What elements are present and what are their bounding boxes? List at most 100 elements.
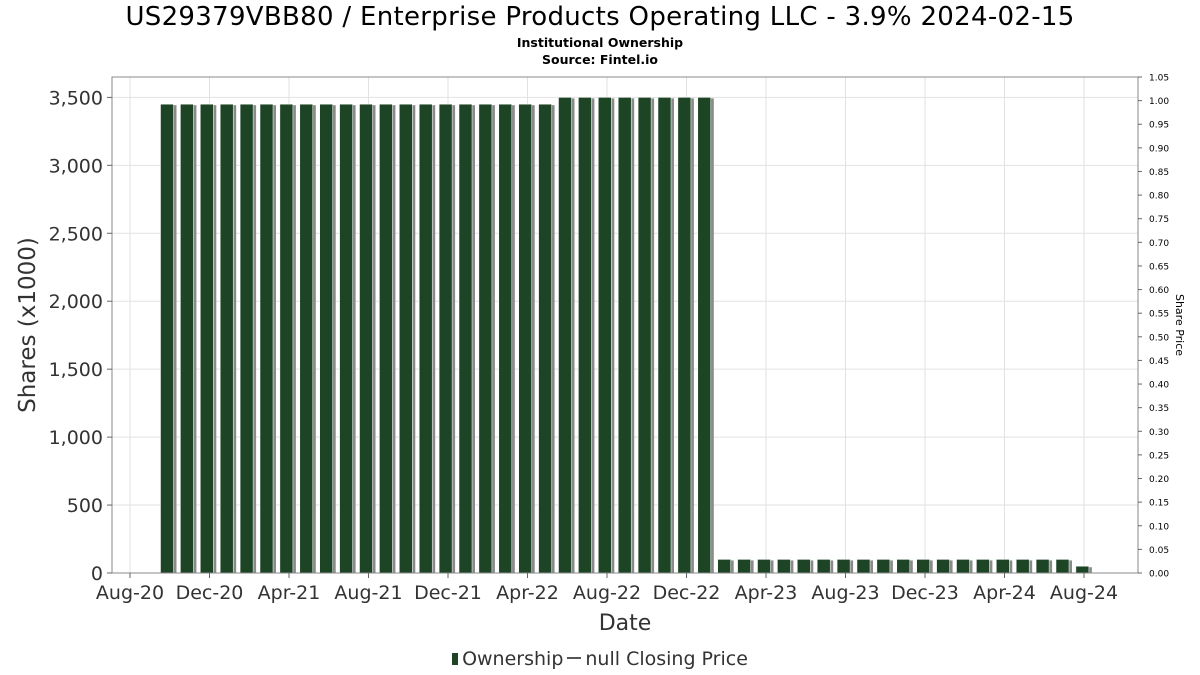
ownership-bar: [856, 559, 871, 574]
ownership-bar: [259, 103, 274, 574]
y-tick-label: 500: [67, 495, 103, 517]
price-legend-line: [567, 657, 582, 659]
chart-title: US29379VBB80 / Enterprise Products Opera…: [125, 2, 1075, 32]
y-tick-label: 1,000: [49, 427, 103, 449]
y2-tick-label: 0.60: [1149, 286, 1169, 296]
plot-frame: [111, 76, 1139, 574]
ownership-bar: [677, 97, 692, 574]
y2-tick-label: 0.85: [1149, 168, 1169, 178]
ownership-bar: [438, 103, 453, 574]
y2-tick-label: 0.05: [1149, 546, 1169, 556]
ownership-bar: [697, 97, 712, 574]
ownership-bar: [478, 103, 493, 574]
y2-tick-label: 0.95: [1149, 121, 1169, 131]
y2-tick-label: 0.00: [1149, 570, 1169, 580]
ownership-bar: [1035, 559, 1050, 574]
ownership-bar: [578, 97, 592, 574]
x-tick-label: Aug-22: [573, 582, 641, 604]
x-tick-label: Apr-22: [496, 582, 559, 604]
ownership-bar: [916, 559, 930, 574]
ownership-bar: [160, 103, 174, 574]
y-axis-ticks: 0 500 1,000 1,500 2,000 2,500 3,000 3,500: [49, 87, 112, 585]
ownership-bar: [1055, 559, 1070, 574]
y-tick-label: 1,500: [49, 359, 103, 381]
ownership-bar: [1015, 559, 1030, 574]
ownership-bar: [836, 559, 851, 574]
ownership-bar: [637, 97, 652, 574]
ownership-bar: [657, 97, 672, 574]
x-tick-label: Apr-21: [258, 582, 321, 604]
ownership-bar: [976, 559, 990, 574]
y-tick-label: 2,000: [49, 291, 103, 313]
ownership-bar: [418, 103, 433, 574]
y2-tick-label: 0.45: [1149, 357, 1169, 367]
ownership-bar: [219, 103, 234, 574]
ownership-bar: [399, 103, 413, 574]
ownership-bar: [757, 559, 771, 574]
y2-tick-label: 0.70: [1149, 239, 1169, 249]
chart-subtitle: Institutional Ownership: [516, 35, 684, 50]
y2-tick-label: 0.35: [1149, 404, 1169, 414]
ownership-bar: [996, 559, 1010, 574]
ownership-bar: [617, 97, 632, 574]
y2-tick-label: 0.75: [1149, 215, 1169, 225]
y2-tick-label: 0.55: [1149, 310, 1169, 320]
y2-axis-ticks: 0.00 0.05 0.10 0.15 0.20 0.25 0.30 0.35 0.40 0.45…: [1138, 74, 1169, 580]
x-tick-label: Apr-24: [973, 582, 1036, 604]
y2-tick-label: 0.90: [1149, 144, 1169, 154]
x-tick-label: Aug-24: [1050, 582, 1118, 604]
y-axis-label: Shares (x1000): [15, 237, 41, 413]
y-tick-label: 3,000: [49, 155, 103, 177]
y2-tick-label: 0.20: [1149, 475, 1169, 485]
ownership-bar: [279, 103, 294, 574]
ownership-bar: [379, 103, 393, 574]
y2-tick-label: 0.65: [1149, 262, 1169, 272]
x-tick-label: Dec-22: [653, 582, 721, 604]
ownership-bar: [797, 559, 811, 574]
y-tick-label: 2,500: [49, 223, 103, 245]
x-tick-label: Aug-20: [96, 582, 164, 604]
x-axis-ticks: Aug-20 Dec-20 Apr-21 Aug-21 Dec-21 Apr-22 Aug-…: [96, 573, 1118, 604]
y2-tick-label: 1.05: [1149, 74, 1169, 84]
ownership-bar: [239, 103, 254, 574]
ownership-bar: [936, 559, 950, 574]
ownership-bar: [876, 559, 891, 574]
chart-source: Source: Fintel.io: [542, 52, 658, 67]
ownership-bar: [896, 559, 911, 574]
ownership-bar: [180, 103, 194, 574]
y2-tick-label: 0.40: [1149, 381, 1169, 391]
y2-tick-label: 0.15: [1149, 499, 1169, 509]
ownership-bar: [518, 103, 532, 574]
y2-axis-label: Share Price: [1173, 294, 1186, 356]
x-tick-label: Dec-20: [176, 582, 244, 604]
legend-ownership-label: Ownership: [462, 648, 564, 670]
x-tick-label: Aug-23: [811, 582, 879, 604]
y2-tick-label: 0.10: [1149, 522, 1169, 532]
bar-series: [112, 97, 1138, 574]
x-tick-label: Dec-23: [891, 582, 959, 604]
ownership-bar: [717, 559, 731, 574]
x-tick-label: Aug-21: [334, 582, 402, 604]
ownership-bar: [598, 97, 612, 574]
ownership-bar: [319, 103, 333, 574]
ownership-bar: [498, 103, 513, 574]
y2-tick-label: 0.80: [1149, 192, 1169, 202]
x-tick-label: Apr-23: [735, 582, 798, 604]
ownership-legend-swatch: [452, 653, 459, 665]
ownership-bar: [458, 103, 473, 574]
x-tick-label: Dec-21: [414, 582, 482, 604]
y2-tick-label: 0.25: [1149, 451, 1169, 461]
ownership-bar: [1075, 565, 1090, 574]
ownership-bar: [299, 103, 314, 574]
x-axis-label: Date: [599, 611, 652, 636]
y2-tick-label: 0.50: [1149, 333, 1169, 343]
legend-price-label: null Closing Price: [585, 648, 748, 670]
chart-legend: Ownership null Closing Price: [0, 648, 1200, 670]
y-tick-label: 3,500: [49, 87, 103, 109]
ownership-bar: [737, 559, 751, 574]
y2-tick-label: 0.30: [1149, 428, 1169, 438]
ownership-bar: [339, 103, 353, 574]
y-tick-label: 0: [91, 563, 103, 585]
ownership-bar: [777, 559, 791, 574]
